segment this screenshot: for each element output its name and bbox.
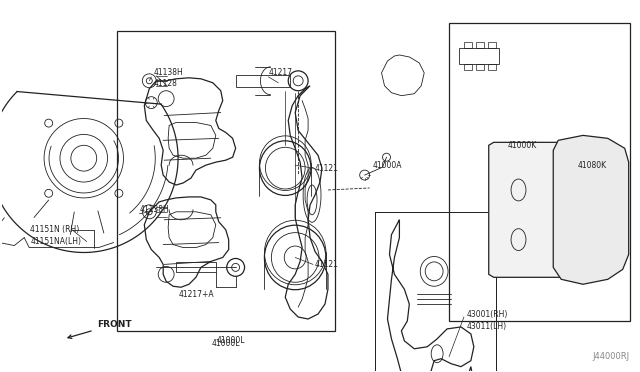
Text: 43011(LH): 43011(LH) (467, 323, 507, 331)
Bar (176, 262, 216, 272)
Bar (374, 212, 495, 372)
Text: 41000A: 41000A (372, 161, 402, 170)
Text: 41080K: 41080K (578, 161, 607, 170)
Text: 41217: 41217 (268, 68, 292, 77)
Polygon shape (489, 142, 593, 277)
Text: FRONT: FRONT (68, 320, 131, 339)
Text: 41217+A: 41217+A (179, 290, 214, 299)
Text: 41121: 41121 (315, 164, 339, 173)
Text: 41128: 41128 (153, 79, 177, 88)
Polygon shape (553, 135, 628, 284)
Bar (476, 64, 484, 70)
Bar (459, 48, 499, 64)
Bar (488, 42, 495, 48)
Bar (116, 31, 335, 331)
Bar (464, 42, 472, 48)
Text: J44000RJ: J44000RJ (593, 352, 630, 361)
Text: 41000K: 41000K (508, 141, 537, 150)
Text: 41121: 41121 (315, 260, 339, 269)
Text: 43001(RH): 43001(RH) (467, 310, 508, 318)
Bar (374, 212, 495, 372)
Bar (476, 42, 484, 48)
Text: 41151NA(LH): 41151NA(LH) (30, 237, 81, 246)
Text: 41138H: 41138H (140, 205, 169, 214)
Bar (488, 64, 495, 70)
Text: 41151N (RH): 41151N (RH) (30, 225, 79, 234)
Text: 41000L: 41000L (211, 339, 240, 348)
Bar (449, 23, 630, 321)
Text: 41000L: 41000L (216, 336, 245, 345)
Bar (464, 64, 472, 70)
Text: 41138H: 41138H (153, 68, 183, 77)
Bar (236, 75, 290, 87)
